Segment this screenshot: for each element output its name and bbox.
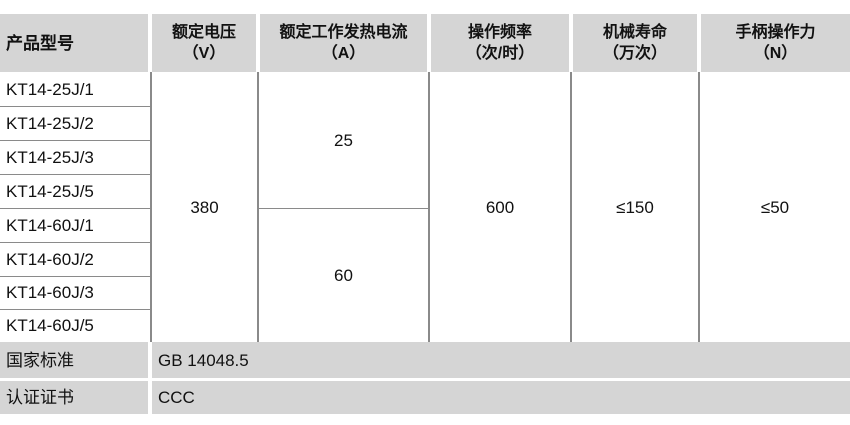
- header-title: 机械寿命: [602, 24, 667, 41]
- model-cell: KT14-25J/2: [6, 113, 94, 133]
- certificate-value: CCC: [152, 381, 850, 414]
- header-life: 机械寿命 （万次）: [573, 14, 697, 72]
- current-25-value: 25: [334, 130, 353, 150]
- model-cell: KT14-60J/5: [6, 316, 94, 335]
- header-title: 额定电压: [171, 24, 236, 41]
- header-voltage: 额定电压 （V）: [152, 14, 256, 72]
- model-cell: KT14-25J/3: [6, 147, 94, 167]
- header-current: 额定工作发热电流 （A）: [260, 14, 427, 72]
- header-unit: （A）: [321, 45, 366, 62]
- model-cell: KT14-25J/5: [6, 181, 94, 201]
- header-title: 产品型号: [6, 33, 74, 53]
- life-value: ≤150: [616, 197, 654, 217]
- header-title: 额定工作发热电流: [279, 24, 408, 41]
- certificate-label: 认证证书: [0, 381, 148, 414]
- model-cell: KT14-60J/2: [6, 249, 94, 269]
- model-cell: KT14-60J/1: [6, 215, 94, 235]
- header-unit: （万次）: [602, 45, 667, 62]
- header-title: 手柄操作力: [735, 24, 816, 41]
- header-unit: （次/时）: [465, 45, 535, 62]
- frequency-value: 600: [485, 197, 515, 217]
- header-force: 手柄操作力 （N）: [701, 14, 850, 72]
- header-model: 产品型号: [0, 14, 148, 72]
- header-unit: （N）: [753, 45, 798, 62]
- header-title: 操作频率: [467, 24, 532, 41]
- model-cell: KT14-25J/1: [6, 79, 94, 99]
- force-value: ≤50: [760, 197, 790, 217]
- current-60-value: 60: [334, 266, 353, 285]
- standard-label: 国家标准: [0, 342, 148, 378]
- header-frequency: 操作频率 （次/时）: [431, 14, 569, 72]
- voltage-value: 380: [190, 197, 219, 217]
- model-cell: KT14-60J/3: [6, 283, 94, 302]
- standard-value: GB 14048.5: [152, 342, 850, 378]
- header-unit: （V）: [182, 45, 226, 62]
